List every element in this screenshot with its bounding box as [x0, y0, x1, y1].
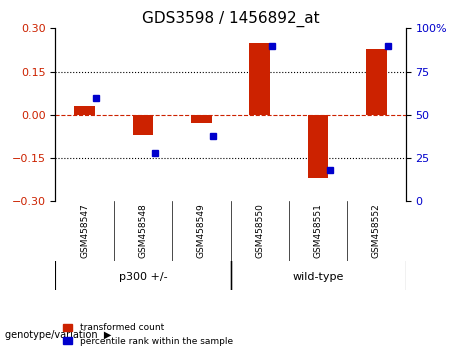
Bar: [308, 115, 328, 178]
Text: genotype/variation  ▶: genotype/variation ▶: [5, 330, 111, 339]
Bar: [191, 115, 212, 124]
Text: GSM458548: GSM458548: [138, 204, 148, 258]
Text: GSM458552: GSM458552: [372, 204, 381, 258]
Title: GDS3598 / 1456892_at: GDS3598 / 1456892_at: [142, 11, 319, 27]
Text: GSM458550: GSM458550: [255, 204, 264, 258]
Bar: [133, 115, 153, 135]
Legend: transformed count, percentile rank within the sample: transformed count, percentile rank withi…: [60, 320, 236, 349]
Text: GSM458549: GSM458549: [197, 204, 206, 258]
Text: GSM458547: GSM458547: [80, 204, 89, 258]
Bar: [249, 43, 270, 115]
Bar: [74, 106, 95, 115]
Text: wild-type: wild-type: [292, 272, 344, 282]
Text: GSM458551: GSM458551: [313, 204, 323, 258]
Text: p300 +/-: p300 +/-: [118, 272, 167, 282]
Bar: [366, 48, 387, 115]
